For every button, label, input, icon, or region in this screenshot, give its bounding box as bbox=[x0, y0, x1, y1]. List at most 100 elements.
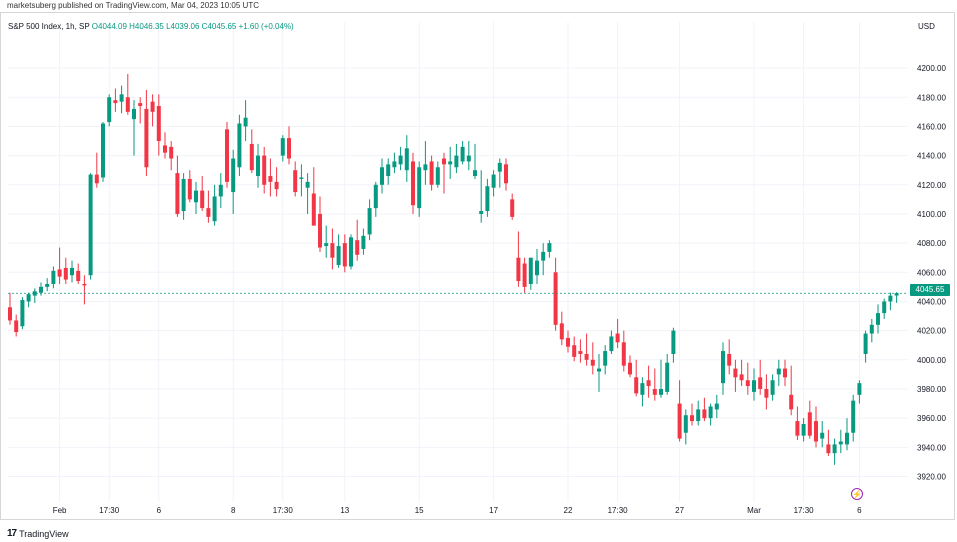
candle-body bbox=[293, 170, 298, 193]
candle-body bbox=[349, 237, 353, 267]
candle bbox=[82, 275, 87, 305]
candle-body bbox=[888, 295, 893, 302]
candle bbox=[404, 135, 409, 182]
candle-body bbox=[386, 164, 391, 177]
candle bbox=[342, 234, 347, 273]
candle-body bbox=[590, 359, 595, 366]
x-tick-label: 17:30 bbox=[794, 506, 815, 515]
candle bbox=[584, 333, 589, 366]
candle bbox=[45, 278, 50, 292]
candle-body bbox=[423, 164, 428, 171]
candle bbox=[355, 219, 360, 261]
candle bbox=[528, 257, 533, 290]
y-tick-label: 3980.00 bbox=[917, 385, 946, 394]
candle bbox=[32, 288, 37, 303]
candle bbox=[752, 368, 756, 401]
candle bbox=[845, 418, 849, 451]
candle-body bbox=[851, 400, 856, 433]
candle-body bbox=[14, 320, 19, 333]
candle bbox=[256, 143, 260, 188]
ohlc-values: O4044.09 H4046.35 L4039.06 C4045.65 +1.6… bbox=[91, 22, 294, 31]
candle-body bbox=[169, 146, 174, 159]
candle-body bbox=[454, 155, 459, 168]
x-tick-label: Mar bbox=[747, 506, 761, 515]
candle-body bbox=[497, 162, 502, 172]
candle-body bbox=[814, 421, 818, 442]
footer-bar bbox=[0, 521, 957, 542]
candle bbox=[88, 173, 93, 280]
x-tick-label: 15 bbox=[415, 506, 424, 515]
candle bbox=[280, 135, 285, 162]
candle-body bbox=[299, 177, 304, 179]
candle-body bbox=[776, 368, 781, 375]
candle bbox=[659, 359, 663, 398]
candle bbox=[572, 336, 577, 362]
candle-body bbox=[373, 184, 378, 209]
candle-body bbox=[863, 333, 868, 354]
candles bbox=[8, 73, 899, 465]
candle-body bbox=[504, 164, 508, 184]
candle-body bbox=[20, 300, 25, 327]
candle bbox=[225, 122, 229, 188]
candle bbox=[491, 170, 496, 197]
candle-body bbox=[640, 383, 645, 395]
candle-body bbox=[690, 415, 694, 422]
candle bbox=[417, 161, 422, 217]
candle bbox=[8, 292, 12, 325]
candle bbox=[646, 365, 651, 398]
chart-frame[interactable] bbox=[0, 12, 955, 520]
candle-body bbox=[727, 353, 732, 366]
candle bbox=[888, 292, 893, 311]
candle-body bbox=[324, 243, 329, 247]
candle-body bbox=[566, 337, 570, 347]
candle bbox=[758, 359, 763, 395]
candle-body bbox=[714, 403, 719, 410]
candle-body bbox=[609, 336, 614, 352]
candle-body bbox=[163, 145, 167, 153]
candle bbox=[702, 397, 707, 422]
candle-body bbox=[621, 342, 626, 366]
candle bbox=[268, 158, 273, 197]
candle bbox=[566, 330, 570, 353]
candle bbox=[194, 181, 198, 214]
y-tick-label: 4000.00 bbox=[917, 356, 946, 365]
candle-body bbox=[603, 351, 608, 366]
candle bbox=[801, 418, 806, 442]
candle-body bbox=[628, 362, 632, 375]
candle-body bbox=[398, 155, 403, 165]
tradingview-logo[interactable]: 17 TradingView bbox=[7, 528, 69, 539]
lightning-icon[interactable]: ⚡ bbox=[851, 488, 863, 500]
candle-body bbox=[652, 388, 657, 395]
candle-body bbox=[26, 294, 31, 302]
candle-body bbox=[491, 174, 496, 188]
candle-body bbox=[807, 412, 812, 436]
candle-body bbox=[578, 351, 583, 354]
candle-body bbox=[287, 138, 291, 159]
candle bbox=[113, 88, 118, 112]
candle bbox=[249, 129, 254, 174]
candle-body bbox=[721, 351, 725, 384]
candle bbox=[435, 161, 440, 188]
candle-body bbox=[535, 260, 539, 276]
candle-body bbox=[82, 283, 87, 286]
candle bbox=[144, 89, 149, 177]
candle bbox=[181, 173, 186, 220]
candle-body bbox=[330, 243, 335, 258]
candle-body bbox=[857, 383, 862, 395]
candle-body bbox=[113, 100, 118, 104]
candle-body bbox=[572, 345, 577, 357]
candle-body bbox=[832, 444, 837, 454]
candle-body bbox=[367, 208, 372, 235]
candle bbox=[541, 243, 546, 276]
y-tick-label: 4200.00 bbox=[917, 64, 946, 73]
x-tick-label: 6 bbox=[857, 506, 862, 515]
candle-body bbox=[268, 176, 273, 182]
candle-body bbox=[473, 170, 477, 177]
candle-body bbox=[764, 388, 769, 398]
candle-body bbox=[733, 368, 738, 378]
candle-body bbox=[752, 380, 756, 392]
candle bbox=[764, 374, 769, 410]
candle bbox=[206, 190, 211, 223]
candle-body bbox=[119, 94, 124, 102]
